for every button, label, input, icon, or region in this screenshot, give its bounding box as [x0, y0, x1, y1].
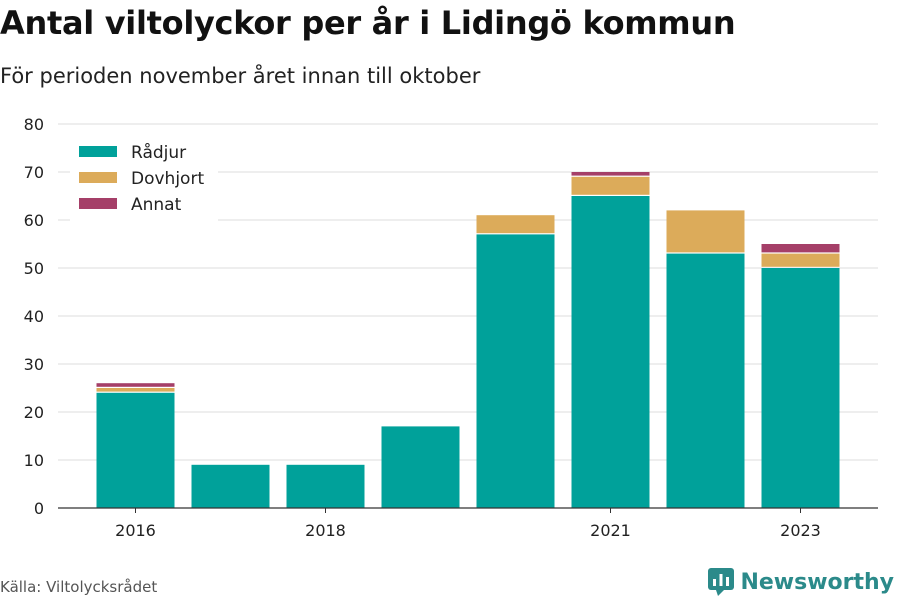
bar-rådjur-2022: [666, 253, 745, 508]
y-tick-label: 10: [24, 451, 44, 470]
x-tick-label: 2023: [780, 521, 821, 540]
y-tick-label: 60: [24, 211, 44, 230]
x-tick-label: 2018: [305, 521, 346, 540]
bar-rådjur-2020: [476, 234, 555, 508]
bar-rådjur-2023: [761, 268, 840, 508]
legend: Rådjur Dovhjort Annat: [70, 136, 218, 222]
y-tick-label: 0: [34, 499, 44, 518]
bar-dovhjort-2022: [666, 210, 745, 253]
y-tick-label: 80: [24, 115, 44, 134]
bar-dovhjort-2021: [571, 176, 650, 195]
bar-rådjur-2016: [96, 392, 175, 508]
bar-dovhjort-2016: [96, 388, 175, 392]
bar-annat-2021: [571, 172, 650, 176]
source-note: Källa: Viltolycksrådet: [0, 578, 158, 596]
newsworthy-logo-icon: [708, 568, 735, 596]
bar-rådjur-2019: [381, 426, 460, 508]
bar-rådjur-2021: [571, 196, 650, 508]
chart-subtitle: För perioden november året innan till ok…: [0, 64, 481, 88]
bar-rådjur-2017: [191, 464, 270, 508]
bar-dovhjort-2020: [476, 215, 555, 234]
brand-name: Newsworthy: [740, 569, 894, 595]
legend-label: Dovhjort: [131, 169, 204, 189]
bar-annat-2023: [761, 244, 840, 253]
legend-swatch: [79, 146, 117, 157]
chart-title: Antal viltolyckor per år i Lidingö kommu…: [0, 4, 736, 42]
bar-annat-2016: [96, 383, 175, 387]
stacked-bar-chart: 0 10 20 30 40 50 60 70 80 2016 2018 2021 2023 Rådju…: [24, 115, 878, 540]
brand-logo: Newsworthy: [708, 568, 894, 596]
x-tick-label: 2021: [590, 521, 631, 540]
y-axis-ticks: 0 10 20 30 40 50 60 70 80: [24, 115, 44, 518]
bar-dovhjort-2023: [761, 253, 840, 267]
y-tick-label: 20: [24, 403, 44, 422]
legend-swatch: [79, 198, 117, 209]
x-axis-ticks: 2016 2018 2021 2023: [115, 508, 821, 540]
legend-swatch: [79, 172, 117, 183]
y-tick-label: 30: [24, 355, 44, 374]
legend-label: Rådjur: [131, 142, 186, 163]
y-tick-label: 70: [24, 163, 44, 182]
x-tick-label: 2016: [115, 521, 156, 540]
legend-label: Annat: [131, 195, 182, 215]
bars: [58, 172, 878, 509]
y-tick-label: 50: [24, 259, 44, 278]
y-tick-label: 40: [24, 307, 44, 326]
bar-rådjur-2018: [286, 464, 365, 508]
